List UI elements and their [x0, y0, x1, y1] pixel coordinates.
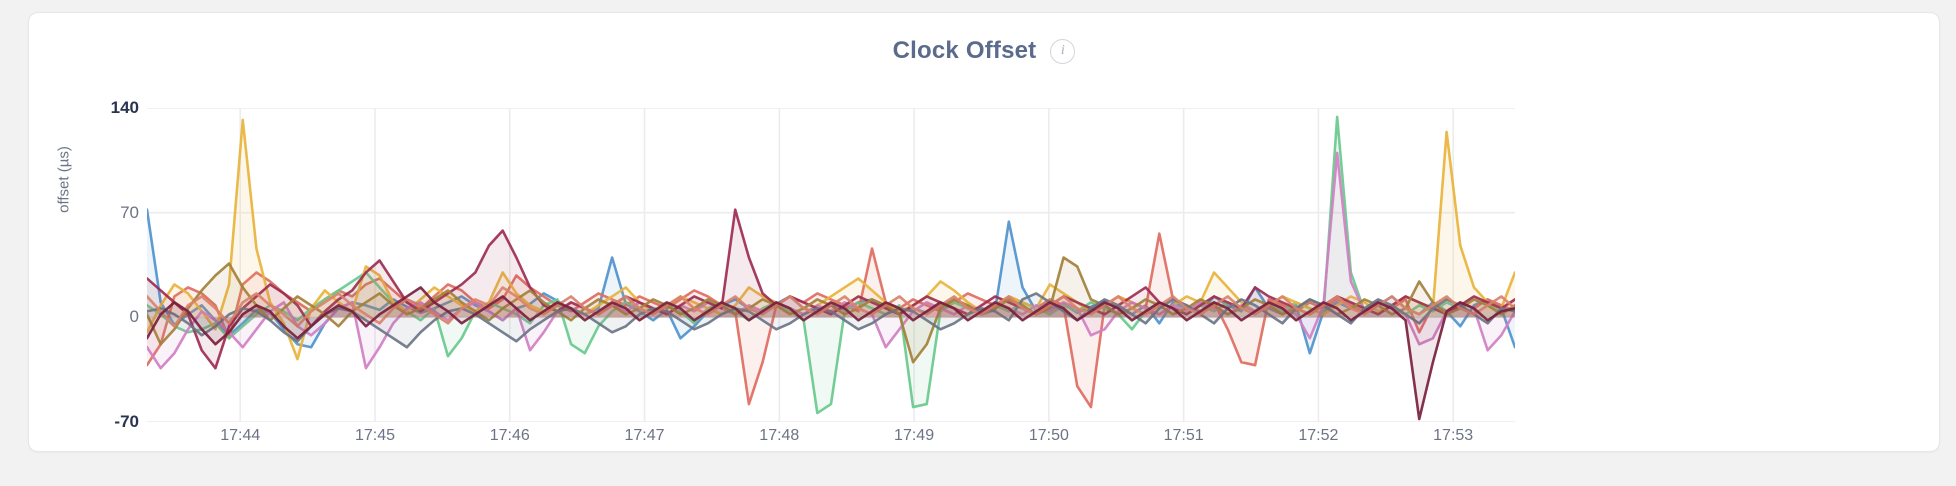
gridlines [147, 108, 1515, 422]
y-tick-70: 70 [120, 202, 139, 222]
series-node-3 [147, 115, 1515, 415]
x-tick-17-50: 17:50 [1028, 427, 1069, 444]
page-title: Clock Offset [892, 37, 1037, 64]
series-node-6 [147, 208, 1515, 370]
chart-plot-area[interactable] [147, 108, 1515, 422]
series-node-9 [147, 286, 1515, 328]
series-node-8 [147, 292, 1515, 349]
x-tick-17-48: 17:48 [759, 427, 800, 444]
y-tick--70: -70 [114, 412, 139, 431]
x-axis-tick-labels: 17:44 17:45 17:46 17:47 17:48 17:49 17:50 17:51… [147, 427, 1515, 451]
x-tick-17-46: 17:46 [489, 427, 530, 444]
y-tick-0: 0 [129, 307, 139, 327]
series-node-10 [147, 286, 1515, 421]
card-header: Clock Offset i [29, 35, 1939, 67]
x-tick-17-45: 17:45 [354, 427, 396, 444]
x-tick-17-53: 17:53 [1433, 427, 1474, 444]
y-axis-tick-labels: 140 70 0 -70 [59, 13, 139, 451]
x-tick-17-51: 17:51 [1163, 427, 1204, 444]
x-tick-17-52: 17:52 [1298, 427, 1339, 444]
y-tick-140: 140 [110, 98, 139, 117]
x-tick-17-47: 17:47 [624, 427, 665, 444]
x-tick-17-44: 17:44 [220, 427, 261, 444]
x-tick-17-49: 17:49 [894, 427, 935, 444]
clock-offset-card: Clock Offset i offset (µs) 140 70 0 -70 17:… [28, 12, 1940, 452]
chart-plot-frame: offset (µs) 140 70 0 -70 17:44 17:45 17:46 17:… [29, 13, 1939, 451]
info-circle-icon[interactable]: i [1050, 38, 1076, 64]
chart-svg [147, 108, 1515, 422]
